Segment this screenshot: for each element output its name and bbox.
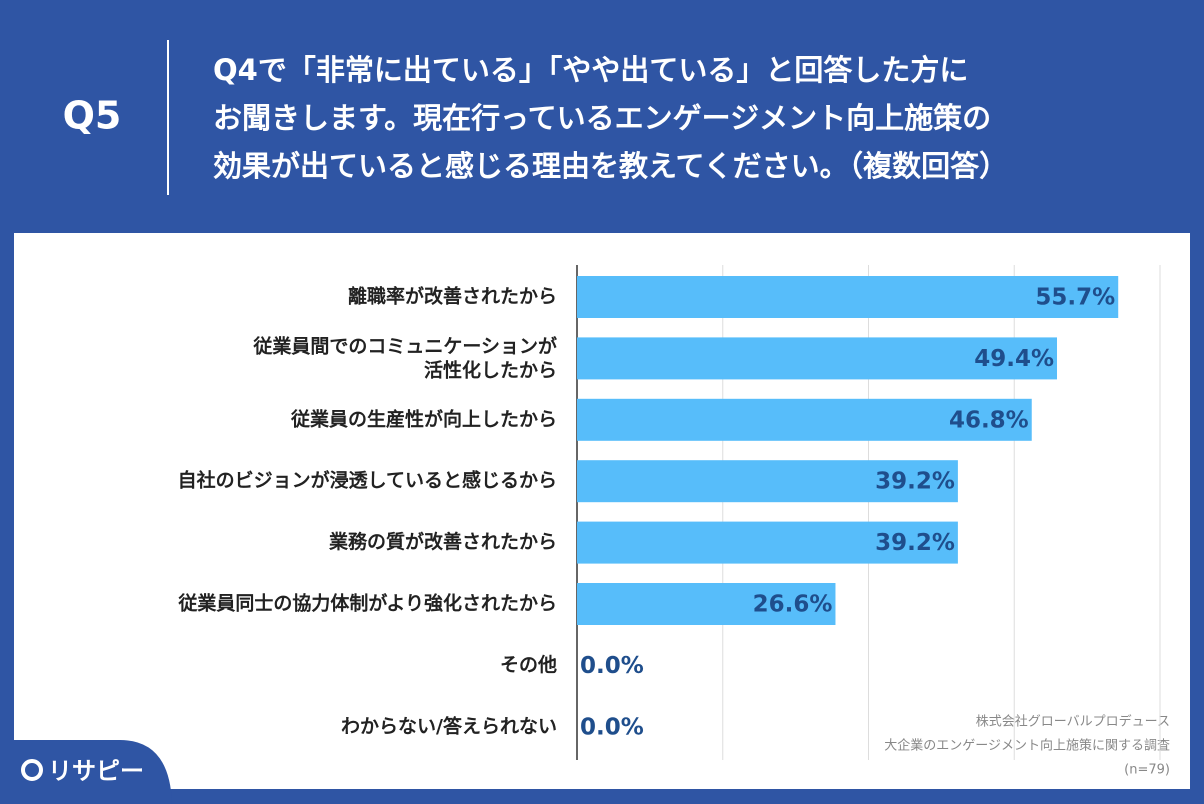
value-label: 39.2%: [875, 469, 955, 495]
source: (n=79): [1124, 763, 1170, 778]
title-line: Q4で「非常に出ている」「やや出ている」と回答した方に: [213, 53, 968, 87]
bar: [577, 276, 1119, 318]
bar: [577, 583, 836, 625]
value-label: 55.7%: [1035, 285, 1115, 311]
value-label: 26.6%: [753, 592, 833, 618]
logo-icon: [21, 759, 43, 781]
y-tick-label: わからない/答えられない: [341, 714, 557, 737]
value-label: 49.4%: [974, 346, 1054, 372]
value-label: 0.0%: [580, 714, 644, 740]
y-tick-label: 従業員間でのコミュニケーションが活性化したから: [252, 334, 557, 381]
question-number: Q5: [63, 94, 122, 138]
title-line: 効果が出ていると感じる理由を教えてください。（複数回答）: [213, 149, 1008, 183]
title-line: お聞きします。現在行っているエンゲージメント向上施策の: [213, 101, 991, 135]
bar: [577, 460, 958, 503]
bar: [577, 521, 958, 564]
y-tick-label: その他: [500, 653, 557, 676]
y-tick-label: 自社のビジョンが浸透していると感じるから: [178, 469, 557, 492]
bar: [577, 337, 1058, 380]
source: 株式会社グローバルプロデュース: [976, 714, 1170, 730]
logo: リサピー: [48, 757, 144, 785]
bar: [577, 398, 1032, 441]
source: 大企業のエンゲージメント向上施策に関する調査: [884, 738, 1170, 754]
y-tick-label: 従業員同士の協力体制がより強化されたから: [177, 592, 557, 615]
value-label: 39.2%: [875, 530, 955, 556]
value-label: 46.8%: [949, 407, 1029, 433]
panel: [14, 233, 1190, 789]
y-tick-label: 離職率が改善されたから: [348, 285, 557, 308]
logo-bg: [0, 740, 172, 804]
y-tick-label: 業務の質が改善されたから: [328, 530, 557, 553]
y-tick-label: 従業員の生産性が向上したから: [290, 407, 557, 430]
value-label: 0.0%: [580, 653, 644, 679]
